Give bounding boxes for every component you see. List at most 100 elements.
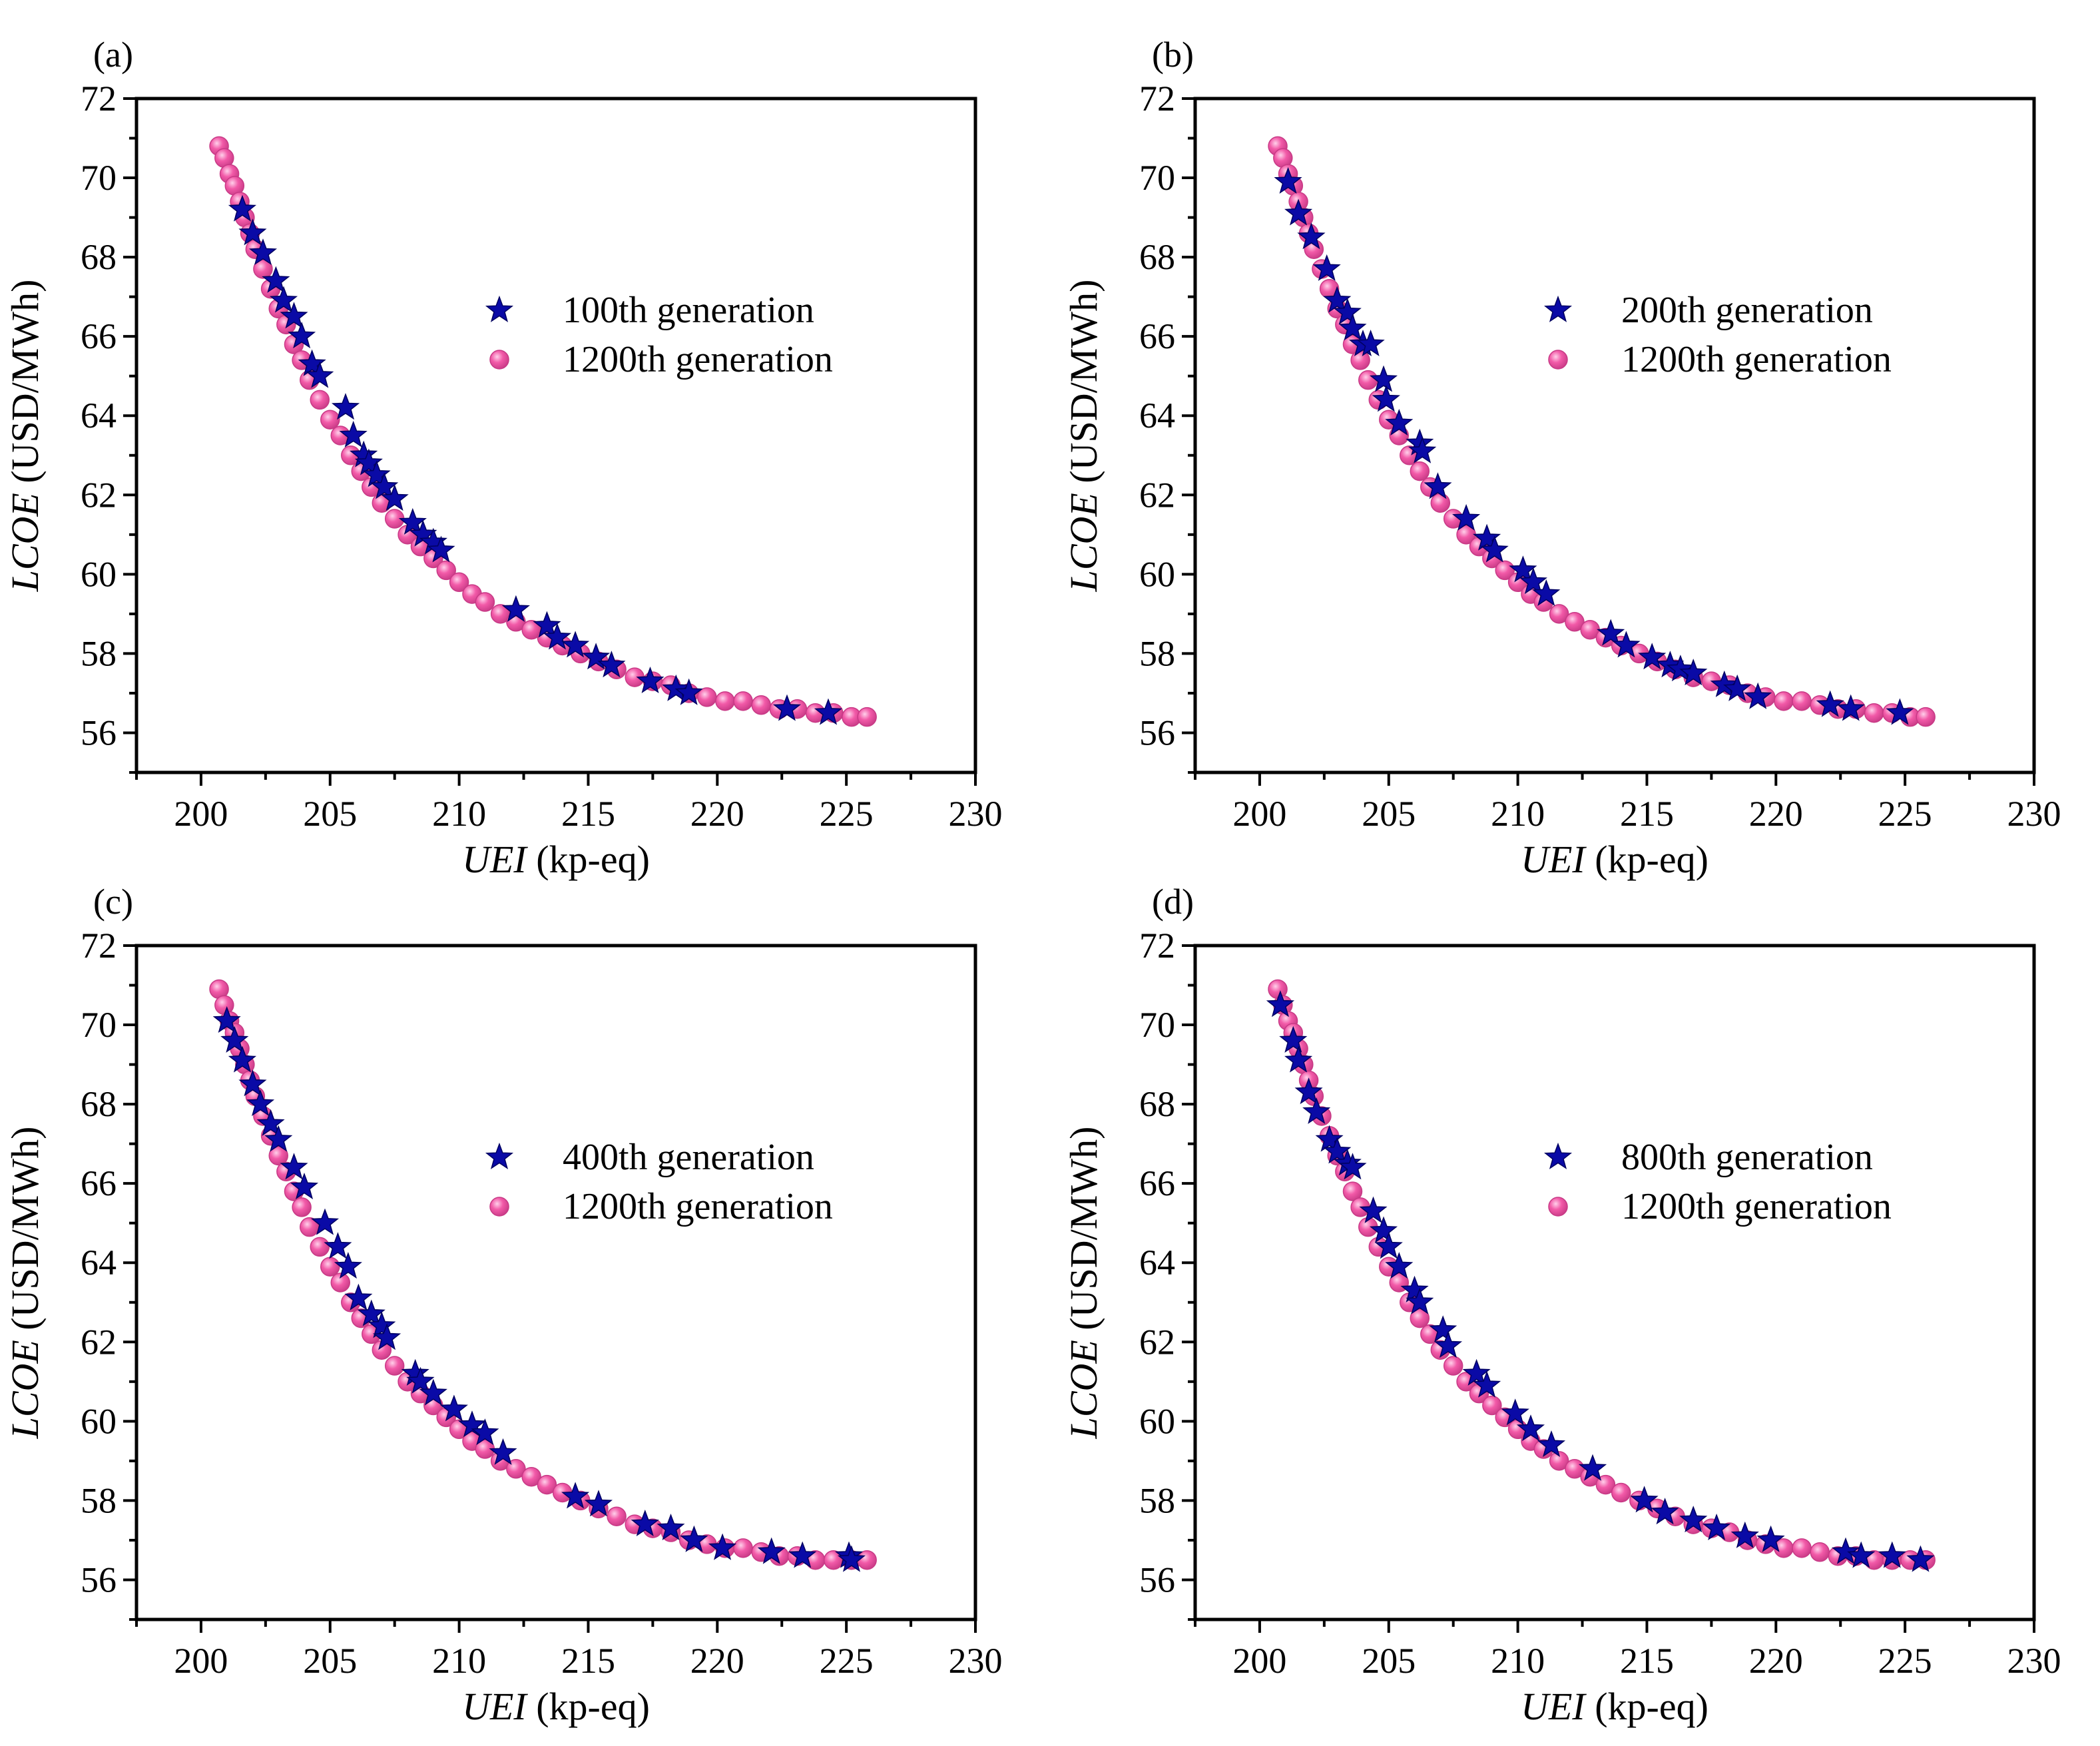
data-point-star xyxy=(1473,1370,1501,1398)
data-point-star xyxy=(1710,670,1738,697)
legend-label: 100th generation xyxy=(563,290,814,331)
legend-label: 1200th generation xyxy=(563,1186,833,1227)
y-tick-label: 70 xyxy=(1139,1005,1175,1045)
data-point-star xyxy=(457,1410,487,1438)
data-point-star xyxy=(306,361,334,388)
y-tick-label: 58 xyxy=(1139,633,1175,673)
legend: 200th generation 1200th generation xyxy=(1543,290,1892,380)
data-point-star xyxy=(370,472,399,499)
data-point-star xyxy=(1434,1331,1463,1358)
x-tick-label: 220 xyxy=(690,1641,744,1681)
legend-label: 400th generation xyxy=(563,1137,814,1178)
data-point-star xyxy=(334,1252,362,1279)
data-point-star xyxy=(1359,1196,1388,1223)
plot-frame xyxy=(1193,97,2036,774)
data-point-star xyxy=(561,631,590,658)
data-point-star xyxy=(1297,222,1326,250)
y-axis-label: LCOE (USD/MWh) xyxy=(3,280,47,593)
y-tick-label: 60 xyxy=(81,1401,117,1441)
data-point-star xyxy=(1369,365,1398,392)
data-point-star xyxy=(1836,694,1865,721)
x-tick-label: 225 xyxy=(1878,1641,1932,1681)
legend-label: 1200th generation xyxy=(1621,339,1892,380)
data-point-star xyxy=(533,611,561,638)
data-point-star xyxy=(631,1509,659,1537)
data-point-star xyxy=(290,1172,319,1200)
legend: 400th generation 1200th generation xyxy=(485,1137,833,1227)
data-point-circle xyxy=(330,1273,351,1293)
data-point-star xyxy=(662,674,690,701)
data-point-star xyxy=(368,1311,396,1338)
data-point-star xyxy=(1630,1486,1659,1513)
y-tick-label: 64 xyxy=(1139,1243,1175,1283)
x-axis-label: UEI (kp-eq) xyxy=(1521,1685,1708,1728)
y-tick-label: 62 xyxy=(81,475,117,515)
y-tick-label: 60 xyxy=(1139,1401,1175,1441)
series-800th-generation xyxy=(1266,990,1935,1572)
data-point-circle xyxy=(320,1257,340,1277)
y-tick-label: 68 xyxy=(81,237,117,277)
data-point-circle xyxy=(1358,370,1378,390)
x-tick-label: 200 xyxy=(174,1641,228,1681)
x-tick-label: 230 xyxy=(2007,794,2061,834)
y-tick-label: 62 xyxy=(1139,475,1175,515)
data-point-star xyxy=(1597,619,1625,646)
panel-label: (b) xyxy=(1152,35,1194,75)
y-tick-label: 66 xyxy=(1139,316,1175,356)
data-point-star xyxy=(597,651,626,678)
x-tick-label: 210 xyxy=(432,794,486,834)
legend-label: 200th generation xyxy=(1621,290,1873,331)
y-tick-label: 56 xyxy=(81,1560,117,1600)
y-tick-label: 60 xyxy=(81,554,117,594)
data-point-star xyxy=(1284,198,1313,226)
data-point-circle xyxy=(1810,1542,1830,1562)
data-point-star xyxy=(1385,408,1414,436)
data-point-star xyxy=(1452,503,1481,531)
data-point-star xyxy=(1532,579,1561,607)
data-point-star xyxy=(331,393,360,420)
data-point-circle xyxy=(1774,691,1794,711)
x-tick-label: 220 xyxy=(1749,794,1803,834)
x-axis-label: UEI (kp-eq) xyxy=(462,838,650,881)
data-point-star xyxy=(1369,1216,1398,1243)
data-point-star xyxy=(1323,1137,1352,1164)
legend-label: 1200th generation xyxy=(1621,1186,1892,1227)
data-point-star xyxy=(584,1490,613,1517)
x-tick-label: 225 xyxy=(1878,794,1932,834)
data-point-circle xyxy=(1342,1181,1363,1201)
data-point-star xyxy=(280,302,308,329)
y-tick-label: 66 xyxy=(81,316,117,356)
data-point-star xyxy=(288,322,316,349)
data-point-star xyxy=(1429,1315,1457,1342)
data-point-star xyxy=(262,266,290,293)
data-point-star xyxy=(1274,166,1302,194)
data-point-star xyxy=(1651,1498,1679,1525)
data-point-star xyxy=(757,1537,786,1564)
legend: 100th generation 1200th generation xyxy=(485,290,833,380)
data-point-star xyxy=(1886,698,1914,725)
data-point-star xyxy=(561,1482,590,1509)
data-point-star xyxy=(501,595,530,622)
data-point-circle xyxy=(268,1145,288,1166)
data-point-star xyxy=(674,678,703,705)
x-tick-label: 215 xyxy=(1620,794,1674,834)
x-tick-label: 200 xyxy=(1232,1641,1286,1681)
y-axis-label: LCOE (USD/MWh) xyxy=(1062,1127,1105,1440)
y-tick-label: 68 xyxy=(1139,237,1175,277)
data-point-circle xyxy=(449,572,469,593)
series-1200th-generation xyxy=(209,979,877,1570)
y-tick-label: 64 xyxy=(81,396,117,436)
data-point-star xyxy=(1323,286,1352,313)
data-point-star xyxy=(1312,254,1341,281)
data-point-circle xyxy=(607,1506,627,1526)
x-tick-label: 215 xyxy=(1620,1641,1674,1681)
data-point-circle xyxy=(1482,1395,1502,1416)
data-point-star xyxy=(1315,1125,1344,1152)
legend-circle-icon xyxy=(489,1197,509,1217)
x-tick-label: 230 xyxy=(2007,1641,2061,1681)
data-point-circle xyxy=(1916,707,1936,727)
data-point-star xyxy=(419,1378,447,1406)
series-1200th-generation xyxy=(1268,136,1936,727)
data-point-star xyxy=(1372,385,1400,412)
data-point-star xyxy=(220,1025,249,1053)
